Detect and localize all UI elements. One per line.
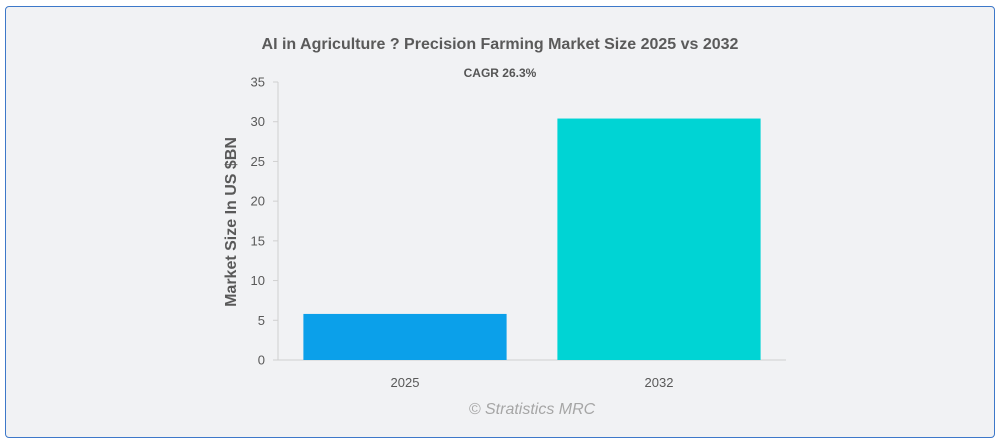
bar [303,313,507,360]
y-tick-label: 35 [251,75,265,90]
chart-subtitle: CAGR 26.3% [464,66,537,80]
chart-frame [5,6,995,438]
y-tick-label: 15 [251,233,265,248]
y-tick-label: 0 [258,353,265,368]
x-tick-label: 2025 [391,375,420,390]
y-tick-label: 20 [251,194,265,209]
chart-title: AI in Agriculture ? Precision Farming Ma… [262,36,739,53]
x-tick-label: 2032 [645,375,674,390]
y-tick-label: 10 [251,273,265,288]
source-watermark: © Stratistics MRC [469,401,596,418]
y-tick-label: 30 [251,114,265,129]
y-tick-label: 25 [251,154,265,169]
y-tick-label: 5 [258,313,265,328]
y-axis-label: Market Size In US $BN [223,137,240,307]
bar [557,118,761,360]
